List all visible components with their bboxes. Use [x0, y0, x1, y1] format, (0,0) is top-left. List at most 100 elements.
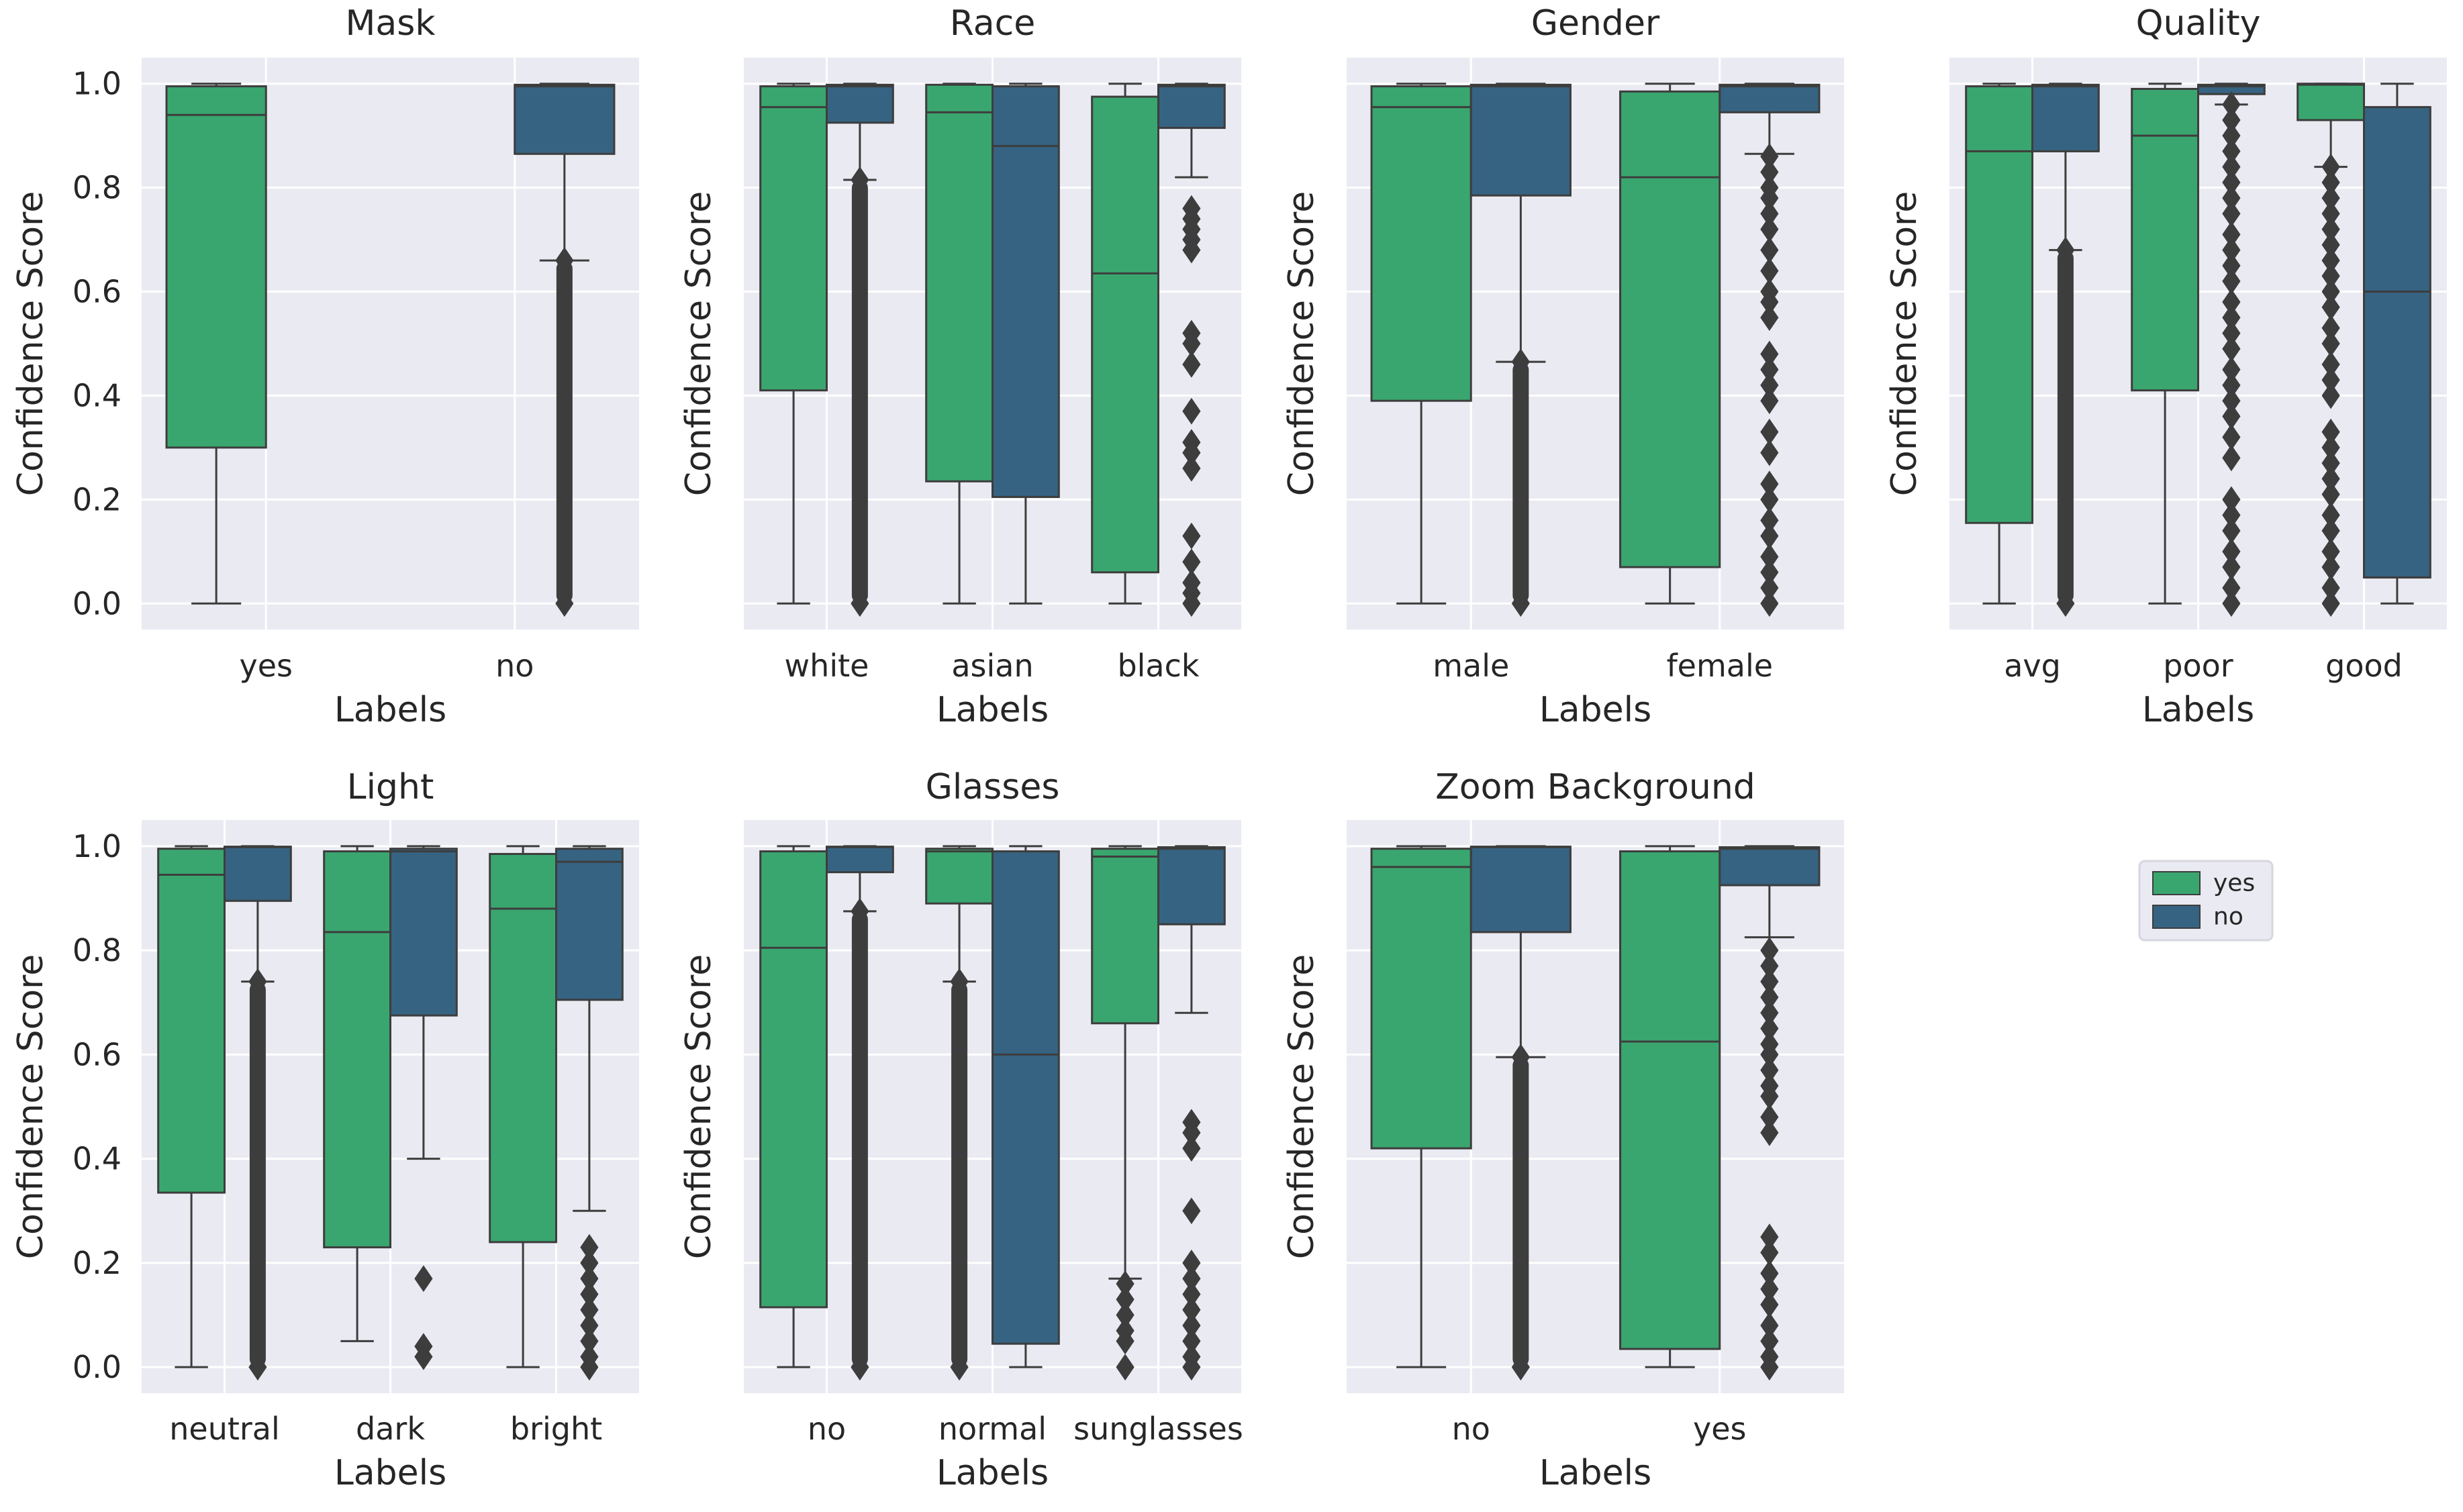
x-axis-label: Labels — [936, 690, 1049, 730]
y-tick-label: 0.6 — [73, 1036, 122, 1072]
y-tick-label: 0.4 — [73, 1141, 122, 1177]
outlier-point — [1182, 590, 1201, 617]
x-tick-label: asian — [951, 648, 1033, 684]
outlier-point — [2222, 590, 2241, 617]
box-bright-no — [555, 845, 624, 1381]
outlier-point — [580, 1354, 599, 1381]
box-avg-no — [2031, 83, 2100, 617]
subplot-zoom-background: Zoom Background Confidence Score no yes Labe… — [1282, 767, 1844, 1493]
outlier-point — [248, 1354, 267, 1381]
box-dark-yes — [323, 845, 392, 1342]
outlier-point — [2056, 236, 2075, 264]
box-yes-yes — [1619, 845, 1721, 1368]
legend-swatch-yes — [2152, 871, 2201, 895]
box-poor-yes — [2131, 83, 2199, 605]
legend-label-yes: yes — [2213, 870, 2255, 897]
x-tick-label: yes — [1693, 1411, 1747, 1447]
outlier-point — [1182, 1197, 1201, 1225]
y-axis-label: Confidence Score — [1884, 191, 1925, 497]
outlier-cluster — [556, 260, 573, 604]
outlier-point — [950, 1354, 969, 1381]
box-body — [1619, 90, 1721, 568]
y-tick-label: 1.0 — [73, 828, 122, 864]
box-sunglasses-no — [1157, 845, 1226, 1381]
box-body — [826, 846, 894, 874]
outlier-point — [1182, 1354, 1201, 1381]
outlier-cluster — [2057, 250, 2074, 604]
outlier-point — [414, 1343, 433, 1370]
outlier-point — [851, 590, 869, 617]
box-body — [555, 848, 624, 1001]
outlier-point — [1116, 1354, 1134, 1381]
y-axis-label: Confidence Score — [1282, 954, 1322, 1260]
outlier-point — [1182, 351, 1201, 378]
box-body — [2031, 83, 2100, 152]
outlier-point — [1182, 236, 1201, 264]
outlier-point — [2321, 590, 2340, 617]
box-body — [389, 848, 458, 1017]
box-body — [925, 83, 994, 483]
outlier-cluster — [951, 981, 968, 1368]
box-body — [1091, 848, 1159, 1025]
outlier-point — [851, 1354, 869, 1381]
outlier-point — [1760, 387, 1779, 415]
outlier-point — [851, 166, 869, 193]
subplot-light: Light 0.0 0.2 0.4 0.6 0.8 1.0 Confidence Score n… — [11, 767, 639, 1493]
subplot-title: Race — [950, 3, 1035, 44]
box-body — [1619, 850, 1721, 1350]
x-axis-label: Labels — [2142, 690, 2254, 730]
box-body — [1370, 848, 1472, 1150]
outlier-point — [2056, 590, 2075, 617]
outlier-point — [2321, 382, 2340, 409]
box-body — [489, 852, 558, 1244]
box-female-no — [1719, 83, 1821, 617]
box-body — [1157, 846, 1226, 925]
box-body — [1719, 83, 1821, 113]
x-axis-label: Labels — [936, 1453, 1049, 1493]
box-good-yes — [2297, 83, 2365, 617]
box-good-no — [2363, 83, 2431, 605]
box-body — [157, 848, 226, 1194]
subplot-title: Quality — [2136, 3, 2261, 44]
y-tick-label: 0.0 — [73, 585, 122, 621]
x-axis-label: Labels — [334, 690, 446, 730]
box-body — [514, 83, 616, 155]
x-tick-label: good — [2325, 648, 2403, 684]
box-yes-yes — [165, 83, 267, 605]
outlier-cluster — [851, 180, 868, 604]
box-body — [323, 850, 392, 1249]
y-tick-label: 0.8 — [73, 170, 122, 206]
outlier-point — [1760, 590, 1779, 617]
outlier-point — [555, 590, 574, 617]
y-tick-label: 1.0 — [73, 66, 122, 102]
box-no-yes — [1370, 845, 1472, 1368]
outlier-point — [1511, 348, 1530, 375]
box-poor-no — [2197, 83, 2266, 617]
box-body — [2363, 106, 2431, 579]
box-body — [759, 850, 828, 1309]
y-tick-label: 0.0 — [73, 1349, 122, 1385]
outlier-point — [1182, 455, 1201, 482]
legend-label-no: no — [2213, 903, 2243, 931]
x-tick-label: no — [808, 1411, 846, 1447]
box-neutral-yes — [157, 845, 226, 1368]
x-axis-label: Labels — [1539, 690, 1651, 730]
subplot-mask: Mask 0.0 0.2 0.4 0.6 0.8 1.0 Confidence Score ye… — [11, 3, 639, 730]
outlier-point — [851, 897, 869, 925]
box-body — [1469, 846, 1572, 934]
box-normal-no — [992, 845, 1060, 1368]
box-sunglasses-yes — [1091, 845, 1159, 1381]
y-axis-label: Confidence Score — [11, 191, 51, 497]
box-body — [224, 846, 292, 902]
outlier-point — [1760, 1354, 1779, 1381]
x-tick-label: sunglasses — [1073, 1411, 1243, 1447]
box-dark-no — [389, 845, 458, 1370]
outlier-point — [414, 1265, 433, 1293]
subplot-race: Race Confidence Score white asian black Label… — [679, 3, 1241, 730]
box-female-yes — [1619, 83, 1721, 605]
outlier-cluster — [851, 911, 868, 1368]
box-asian-no — [992, 83, 1060, 605]
outlier-point — [1511, 590, 1530, 617]
box-body — [1469, 83, 1572, 197]
